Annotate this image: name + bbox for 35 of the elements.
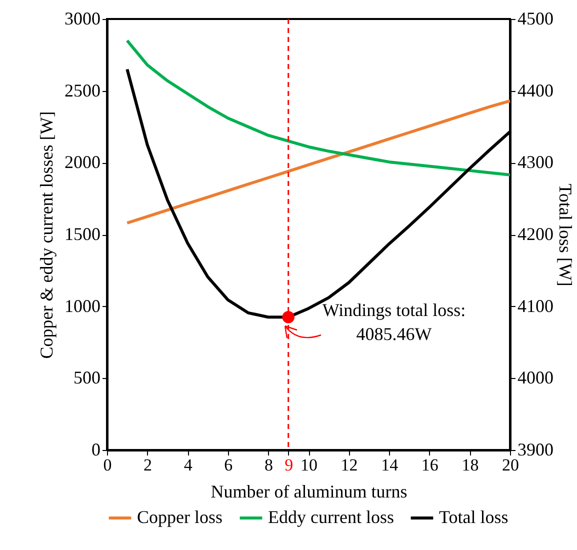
y2-tick-label: 4100 (518, 296, 554, 316)
x-axis-title: Number of aluminum turns (210, 482, 408, 502)
y2-tick-label: 4300 (518, 152, 554, 172)
y2-axis-title: Total loss [W] (556, 184, 576, 286)
x-tick-label: 14 (381, 456, 399, 474)
y2-tick-label: 4500 (518, 8, 554, 28)
x-tick-label: 10 (300, 456, 318, 474)
x-tick-label: 6 (224, 456, 233, 474)
y-axis-title: Copper & eddy current losses [W] (36, 111, 56, 359)
y2-tick-label: 3900 (518, 440, 554, 460)
x-tick-label: 18 (462, 456, 479, 474)
x-tick-label: 8 (264, 456, 273, 474)
y-tick-label: 2000 (64, 152, 100, 172)
x-tick-label: 12 (340, 456, 358, 474)
x-tick-label: 9 (284, 456, 294, 474)
y2-tick-label: 4400 (518, 80, 554, 100)
y-tick-label: 500 (74, 368, 100, 388)
x-tick-label: 16 (421, 456, 438, 474)
y-tick-label: 1500 (64, 224, 100, 244)
x-tick-label: 0 (103, 456, 112, 474)
y-tick-label: 3000 (64, 8, 100, 28)
x-tick-label: 2 (144, 456, 152, 474)
x-tick-label: 4 (184, 456, 193, 474)
legend-label: Total loss (439, 507, 508, 527)
y-tick-label: 0 (92, 440, 100, 460)
x-tick-label: 20 (502, 456, 519, 474)
annotation: Windings total loss: 4085.46W (322, 300, 466, 344)
legend-label: Copper loss (137, 507, 222, 527)
line-series (126, 39, 512, 176)
y-tick-label: 1000 (64, 296, 100, 316)
line-series (126, 99, 512, 225)
y2-tick-label: 4000 (518, 368, 554, 388)
legend-label: Eddy current loss (268, 507, 394, 527)
y-tick-label: 2500 (64, 80, 100, 100)
y2-tick-label: 4200 (518, 224, 554, 244)
